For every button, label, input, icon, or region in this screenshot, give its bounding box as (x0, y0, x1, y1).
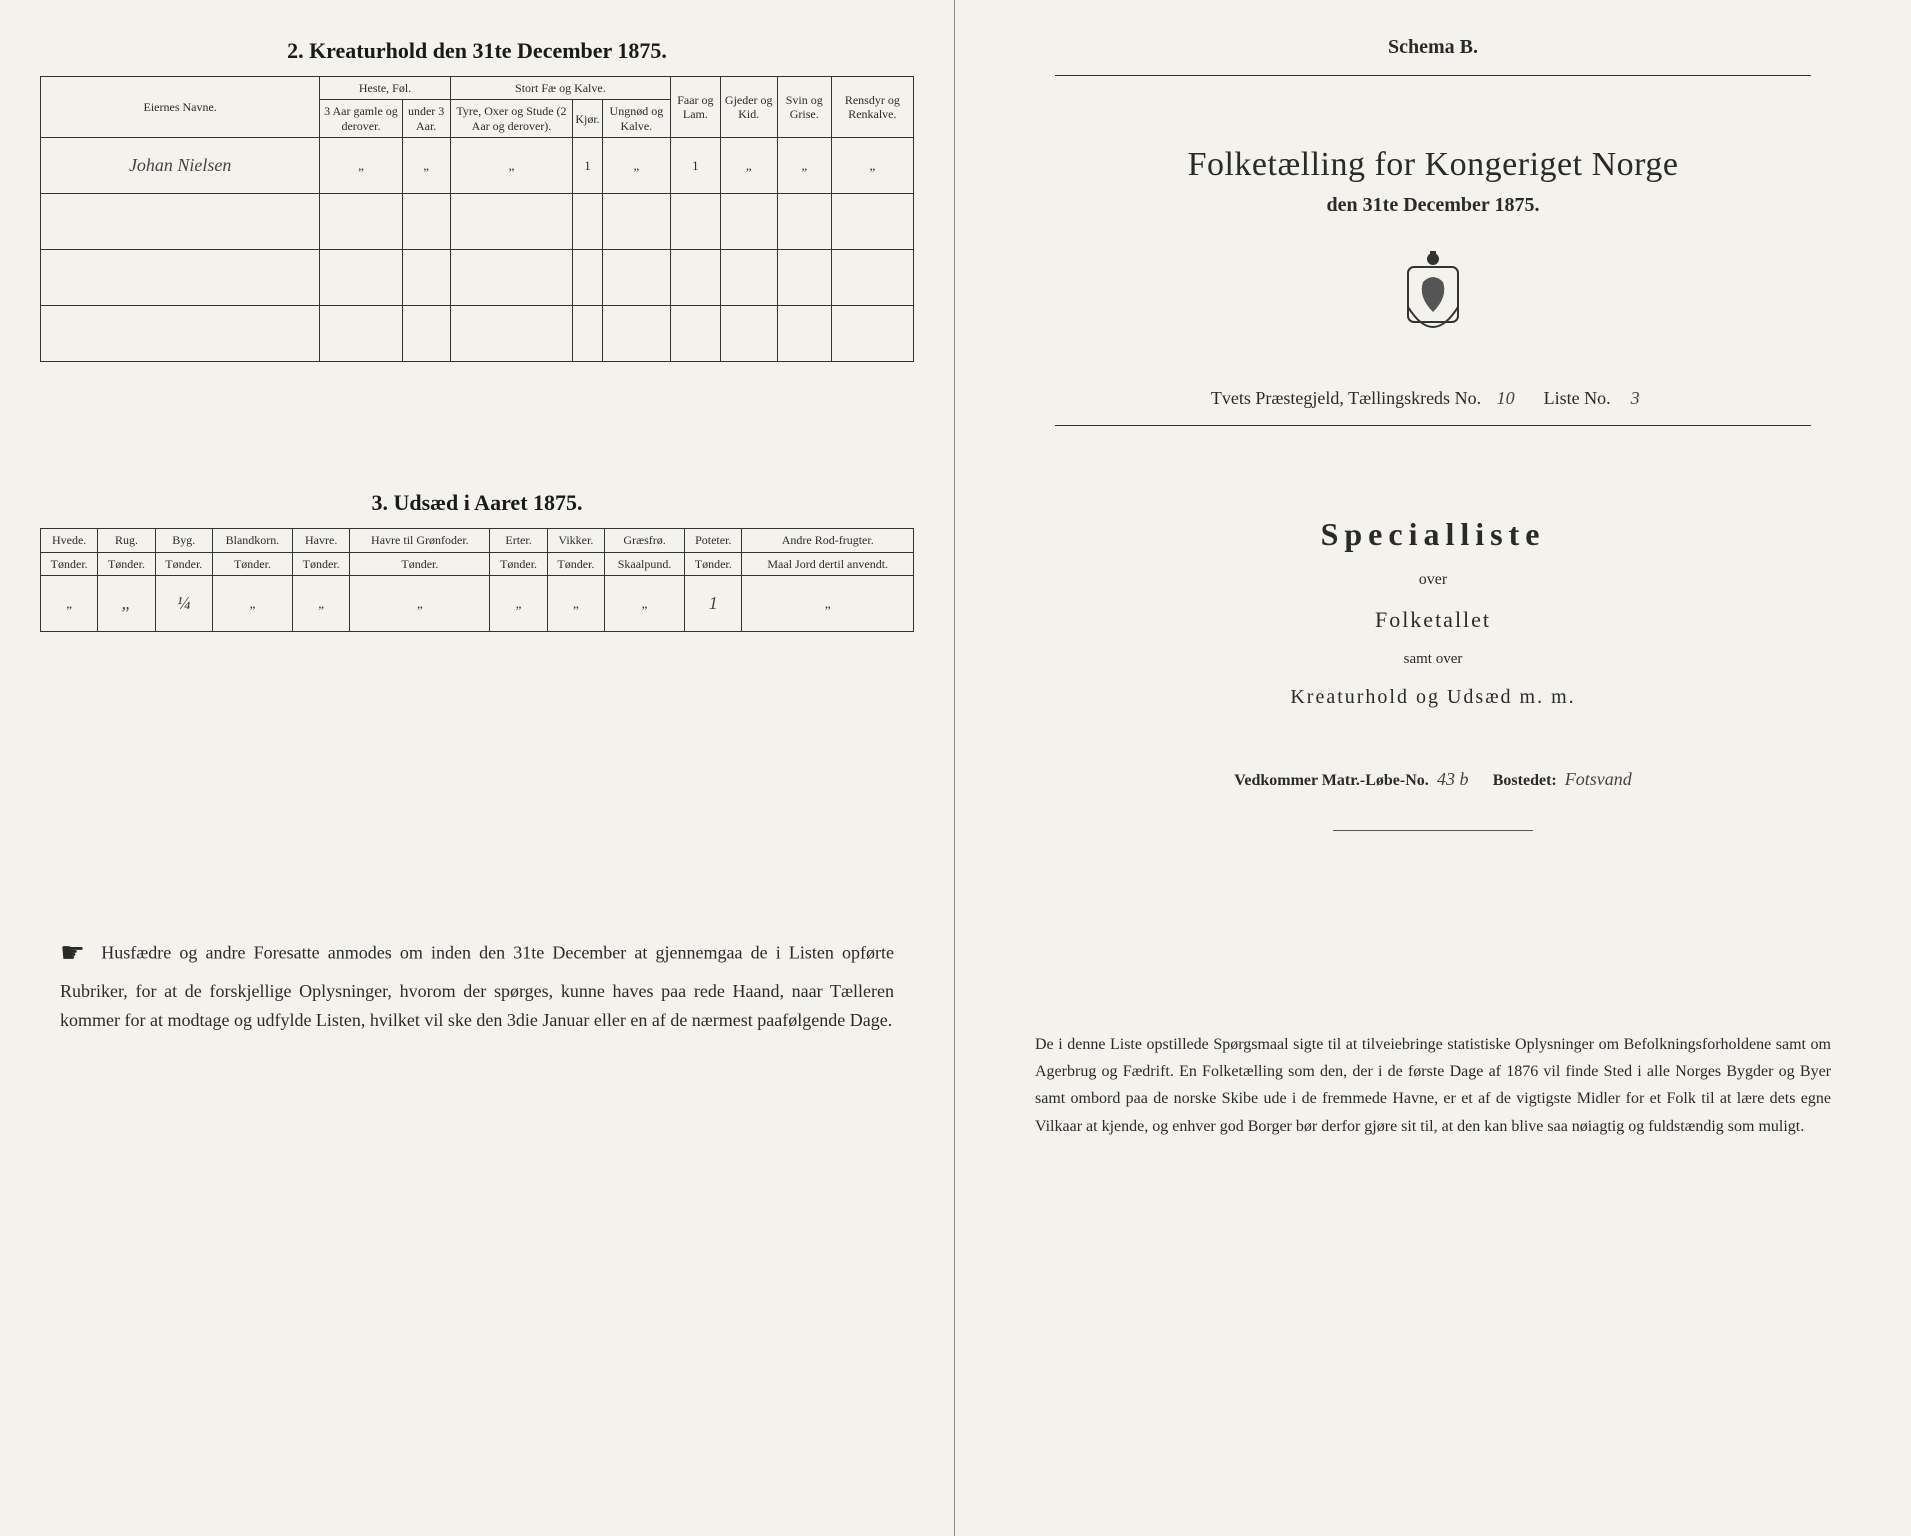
parish-prefix: Tvets Præstegjeld, Tællingskreds No. (1211, 388, 1481, 408)
over-label: over (995, 571, 1871, 589)
col-hu3: under 3 Aar. (402, 100, 450, 138)
cell: „ (720, 138, 777, 194)
col-faar: Faar og Lam. (671, 77, 721, 138)
section3-title: 3. Udsæd i Aaret 1875. (40, 490, 914, 516)
cell: „ (742, 575, 914, 631)
census-title: Folketælling for Kongeriget Norge (995, 146, 1871, 184)
table-row (41, 250, 914, 306)
t3-u: Tønder. (155, 552, 212, 575)
cell: „ (777, 138, 831, 194)
t3-h: Hvede. (41, 529, 98, 552)
t3-u: Tønder. (41, 552, 98, 575)
matr-line: Vedkommer Matr.-Løbe-No. 43 b Bostedet: … (995, 769, 1871, 790)
udsaed-table: Hvede. Rug. Byg. Blandkorn. Havre. Havre… (40, 528, 914, 632)
pointing-hand-icon: ☛ (60, 932, 85, 977)
t3-h: Rug. (98, 529, 155, 552)
cell: „ (831, 138, 913, 194)
cell: ¼ (155, 575, 212, 631)
kreds-no: 10 (1486, 388, 1526, 409)
t3-u: Tønder. (490, 552, 547, 575)
schema-label: Schema B. (995, 36, 1871, 59)
rule (1055, 75, 1811, 76)
kreaturhold-label: Kreaturhold og Udsæd m. m. (995, 686, 1871, 709)
folketallet-label: Folketallet (995, 607, 1871, 633)
notice-block: ☛ Husfædre og andre Foresatte anmodes om… (40, 932, 914, 1034)
col-rens: Rensdyr og Renkalve. (831, 77, 913, 138)
right-page: Schema B. Folketælling for Kongeriget No… (955, 0, 1911, 1536)
t3-h: Blandkorn. (212, 529, 292, 552)
t3-u: Skaalpund. (605, 552, 685, 575)
bottom-paragraph: De i denne Liste opstillede Spørgsmaal s… (1035, 1031, 1831, 1140)
cell: „ (212, 575, 292, 631)
grp-heste: Heste, Føl. (320, 77, 450, 100)
rule (1055, 425, 1811, 426)
cell: „ (490, 575, 547, 631)
t3-u: Tønder. (350, 552, 490, 575)
bosted-value: Fotsvand (1565, 769, 1632, 790)
t3-u: Tønder. (98, 552, 155, 575)
table-row (41, 306, 914, 362)
t3-h: Havre til Grønfoder. (350, 529, 490, 552)
section2-title: 2. Kreaturhold den 31te December 1875. (40, 38, 914, 64)
t3-h: Havre. (293, 529, 350, 552)
t3-h: Erter. (490, 529, 547, 552)
col-ung: Ungnød og Kalve. (602, 100, 670, 138)
cell: „ (402, 138, 450, 194)
parish-line: Tvets Præstegjeld, Tællingskreds No. 10 … (995, 388, 1871, 409)
t3-h: Vikker. (547, 529, 604, 552)
matr-label: Vedkommer Matr.-Løbe-No. (1234, 772, 1429, 789)
cell: „ (293, 575, 350, 631)
cell: „ (350, 575, 490, 631)
cell: „ (98, 575, 155, 631)
owner-name: Johan Nielsen (41, 138, 320, 194)
rule (1333, 830, 1533, 831)
matr-no: 43 b (1433, 769, 1473, 790)
table-row: „ „ ¼ „ „ „ „ „ „ 1 „ (41, 575, 914, 631)
t3-head-row: Hvede. Rug. Byg. Blandkorn. Havre. Havre… (41, 529, 914, 552)
spacer (40, 362, 914, 482)
t3-u: Tønder. (547, 552, 604, 575)
kreaturhold-table: Eiernes Navne. Heste, Føl. Stort Fæ og K… (40, 76, 914, 362)
t3-u: Maal Jord dertil anvendt. (742, 552, 914, 575)
cell: 1 (671, 138, 721, 194)
t3-u: Tønder. (212, 552, 292, 575)
cell: „ (450, 138, 573, 194)
samt-label: samt over (995, 651, 1871, 668)
table-row: Johan Nielsen „ „ „ 1 „ 1 „ „ „ (41, 138, 914, 194)
book-spread: 2. Kreaturhold den 31te December 1875. E… (0, 0, 1911, 1536)
col-gjed: Gjeder og Kid. (720, 77, 777, 138)
col-h3aar: 3 Aar gamle og derover. (320, 100, 402, 138)
table-row (41, 194, 914, 250)
specialliste-title: Specialliste (995, 516, 1871, 553)
liste-label: Liste No. (1544, 388, 1611, 408)
col-svin: Svin og Grise. (777, 77, 831, 138)
t3-h: Byg. (155, 529, 212, 552)
t3-u: Tønder. (293, 552, 350, 575)
grp-stort: Stort Fæ og Kalve. (450, 77, 670, 100)
notice-text: Husfædre og andre Foresatte anmodes om i… (60, 942, 894, 1029)
col-kjor: Kjør. (573, 100, 602, 138)
cell: „ (320, 138, 402, 194)
cell: „ (605, 575, 685, 631)
coat-of-arms-icon (995, 247, 1871, 358)
col-owner: Eiernes Navne. (41, 77, 320, 138)
cell: 1 (573, 138, 602, 194)
bosted-label: Bostedet: (1493, 772, 1557, 789)
t3-h: Græsfrø. (605, 529, 685, 552)
cell: 1 (685, 575, 742, 631)
cell: „ (41, 575, 98, 631)
cell: „ (602, 138, 670, 194)
t3-h: Andre Rod-frugter. (742, 529, 914, 552)
t3-h: Poteter. (685, 529, 742, 552)
cell: „ (547, 575, 604, 631)
col-tyre: Tyre, Oxer og Stude (2 Aar og derover). (450, 100, 573, 138)
left-page: 2. Kreaturhold den 31te December 1875. E… (0, 0, 955, 1536)
liste-no: 3 (1615, 388, 1655, 409)
t3-unit-row: Tønder. Tønder. Tønder. Tønder. Tønder. … (41, 552, 914, 575)
t3-u: Tønder. (685, 552, 742, 575)
census-date: den 31te December 1875. (995, 194, 1871, 217)
